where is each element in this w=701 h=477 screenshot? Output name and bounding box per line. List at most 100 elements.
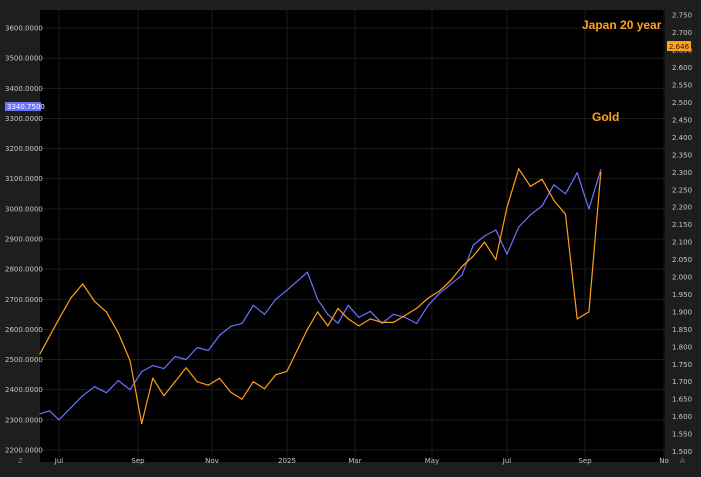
- left-tick-label: 2600.0000: [5, 326, 43, 334]
- series-point-japan-20-year: [461, 265, 463, 268]
- series-point-japan-20-year: [600, 171, 602, 173]
- series-point-gold: [369, 310, 371, 312]
- series-point-japan-20-year: [152, 377, 154, 379]
- series-point-gold: [39, 413, 41, 415]
- right-tick-label: 2.000: [672, 274, 692, 282]
- x-tick-label: No: [659, 457, 669, 465]
- series-point-gold: [48, 410, 51, 412]
- right-tick-label: 1.850: [672, 326, 692, 334]
- series-point-japan-20-year: [218, 377, 221, 379]
- left-tick-label: 3400.0000: [5, 85, 43, 93]
- series-point-japan-20-year: [286, 370, 288, 372]
- series-point-japan-20-year: [438, 290, 441, 292]
- left-tick-label: 2800.0000: [5, 266, 43, 274]
- series-point-gold: [541, 205, 543, 207]
- series-point-gold: [358, 316, 360, 318]
- right-tick-label: 2.450: [672, 116, 692, 124]
- left-tick-label: 2900.0000: [5, 236, 43, 244]
- series-point-gold: [70, 407, 72, 409]
- x-tick-label: Sep: [131, 457, 145, 465]
- right-corner-glyph: A: [680, 457, 685, 465]
- series-point-japan-20-year: [472, 255, 474, 257]
- series-point-japan-20-year: [416, 307, 418, 309]
- series-point-gold: [163, 368, 165, 370]
- left-tick-label: 3000.0000: [5, 205, 43, 213]
- series-point-gold: [286, 289, 288, 291]
- right-tick-label: 2.100: [672, 239, 692, 247]
- series-point-japan-20-year: [185, 367, 187, 369]
- series-point-japan-20-year: [241, 398, 243, 400]
- series-point-gold: [347, 304, 349, 306]
- series-point-gold: [600, 169, 602, 171]
- left-tick-label: 2400.0000: [5, 386, 43, 394]
- right-tick-label: 2.550: [672, 82, 692, 90]
- series-point-gold: [196, 346, 198, 349]
- series-point-japan-20-year: [82, 283, 84, 285]
- series-point-gold: [506, 253, 508, 255]
- series-point-japan-20-year: [263, 388, 266, 390]
- x-tick-label: May: [425, 457, 439, 465]
- left-badge-text: 3340.7500: [7, 103, 45, 111]
- series-point-gold: [529, 214, 532, 216]
- left-tick-label: 2500.0000: [5, 356, 43, 364]
- left-corner-glyph: Z: [18, 457, 23, 465]
- series-point-gold: [518, 226, 520, 228]
- left-badge-bg: [5, 102, 41, 111]
- right-tick-label: 2.700: [672, 29, 692, 37]
- right-tick-label: 2.300: [672, 169, 692, 177]
- left-tick-label: 3600.0000: [5, 25, 43, 33]
- series-point-gold: [472, 244, 474, 246]
- series-point-gold: [94, 386, 96, 388]
- x-axis: Jul Sep Nov 2025 Mar May Jul Sep No: [54, 457, 669, 465]
- series-point-japan-20-year: [369, 318, 371, 320]
- series-point-japan-20-year: [163, 395, 165, 397]
- series-point-japan-20-year: [529, 185, 532, 187]
- x-tick-label: Mar: [348, 457, 361, 465]
- right-tick-label: 1.900: [672, 308, 692, 316]
- series-point-japan-20-year: [207, 384, 209, 386]
- series-point-gold: [450, 283, 452, 285]
- series-point-japan-20-year: [48, 335, 51, 337]
- right-badge-bg: [667, 41, 691, 51]
- right-axis: 1.500 1.550 1.600 1.650 1.700 1.750 1.800 1.850…: [672, 12, 692, 456]
- series-point-japan-20-year: [347, 318, 349, 320]
- series-point-japan-20-year: [70, 297, 72, 299]
- series-point-gold: [230, 325, 232, 327]
- right-tick-label: 1.800: [672, 343, 692, 351]
- series-point-gold: [327, 313, 329, 315]
- right-tick-label: 1.600: [672, 413, 692, 421]
- series-point-gold: [117, 380, 119, 382]
- right-last-value-badge: 2.646: [667, 41, 691, 51]
- left-tick-label: 3500.0000: [5, 55, 43, 63]
- series-point-gold: [392, 313, 395, 315]
- x-tick-label: Jul: [502, 457, 512, 465]
- x-tick-label: Sep: [578, 457, 592, 465]
- series-point-japan-20-year: [381, 321, 383, 323]
- series-point-japan-20-year: [576, 318, 578, 320]
- left-tick-label: 2700.0000: [5, 296, 43, 304]
- series-layer: [39, 168, 602, 425]
- series-point-japan-20-year: [588, 311, 590, 313]
- series-point-japan-20-year: [495, 259, 497, 261]
- series-point-japan-20-year: [117, 332, 119, 334]
- series-point-gold: [337, 322, 339, 324]
- right-badge-text: 2.646: [669, 43, 690, 51]
- left-tick-label: 3100.0000: [5, 175, 43, 183]
- series-point-gold: [588, 208, 590, 210]
- x-tick-label: Jul: [54, 457, 64, 465]
- series-point-gold: [105, 392, 107, 394]
- right-tick-label: 1.550: [672, 431, 692, 439]
- series-point-japan-20-year: [392, 321, 395, 323]
- series-point-japan-20-year: [306, 328, 308, 330]
- series-point-gold: [317, 298, 319, 300]
- series-point-gold: [381, 322, 383, 324]
- series-point-japan-20-year: [404, 314, 406, 316]
- series-point-gold: [241, 322, 243, 324]
- series-point-gold: [576, 172, 578, 174]
- right-tick-label: 1.700: [672, 378, 692, 386]
- left-axis: 2200.0000 2300.0000 2400.0000 2500.0000 2600…: [5, 25, 43, 455]
- series-point-japan-20-year: [174, 381, 176, 383]
- left-tick-label: 2200.0000: [5, 446, 43, 454]
- series-point-gold: [461, 274, 463, 276]
- series-point-gold: [306, 271, 308, 273]
